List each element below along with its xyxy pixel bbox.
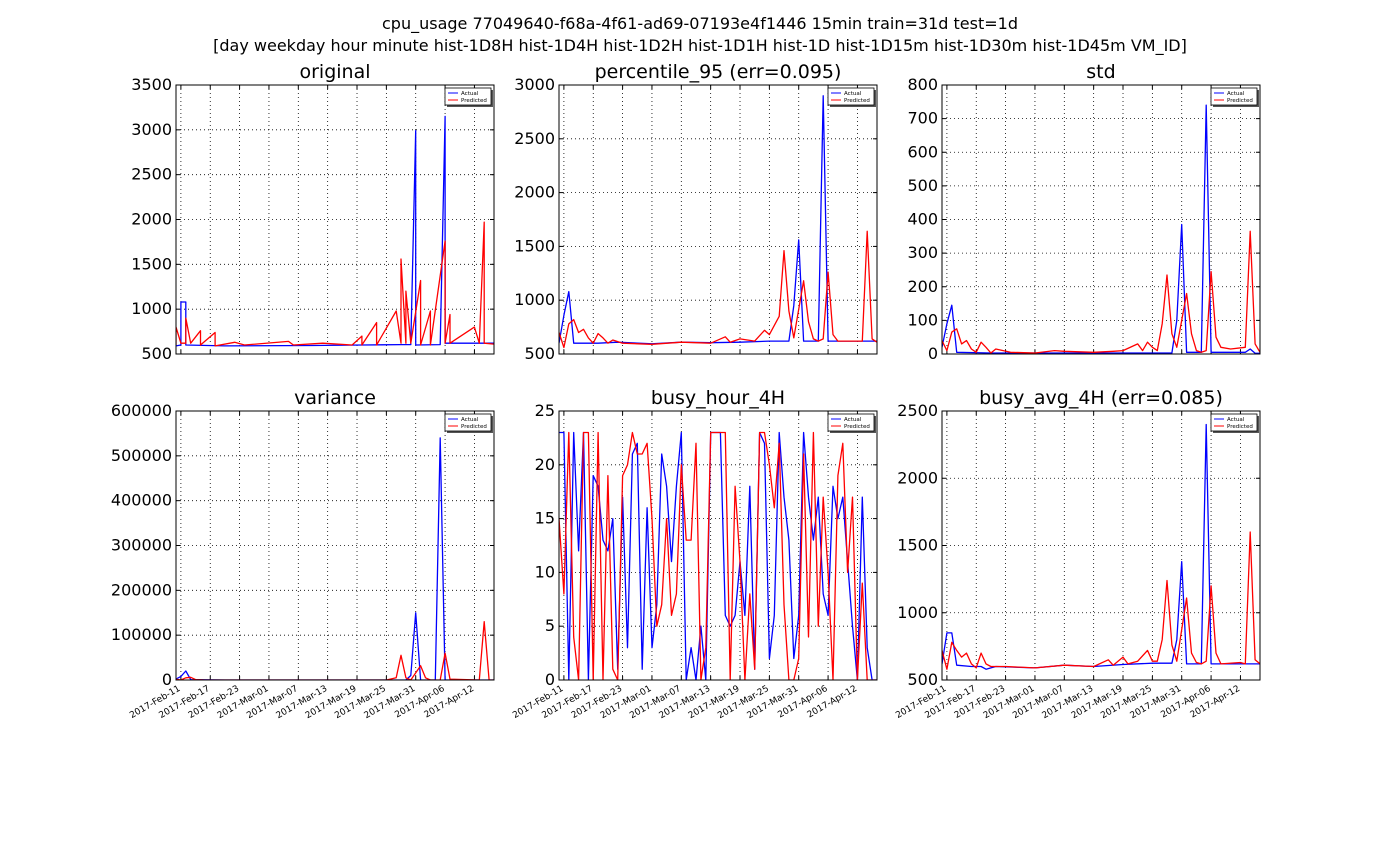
legend-box — [827, 87, 875, 106]
y-tick-label: 100 — [907, 310, 938, 329]
y-tick-label: 500 — [907, 176, 938, 195]
y-tick-label: 2500 — [897, 401, 938, 420]
y-tick-label: 10 — [535, 562, 555, 581]
legend-label: Predicted — [461, 424, 487, 430]
chart-panel: 50010001500200025002017-Feb-112017-Feb-1… — [894, 387, 1261, 721]
chart-panel: 0100000200000300000400000500000600000201… — [111, 387, 495, 721]
chart-title: busy_avg_4H (err=0.085) — [979, 387, 1223, 409]
chart-panel: 500 1000 1500 2000 2500 3000 percentile_95 (er… — [514, 61, 878, 363]
y-tick-label: 500 — [141, 344, 172, 363]
axes-frame — [175, 84, 495, 355]
y-tick-label: 800 — [907, 75, 938, 94]
chart-panel: 500 1000 1500 2000 2500 3000 3500 original Actua… — [131, 61, 495, 363]
chart-panel: 05101520252017-Feb-112017-Feb-172017-Feb… — [511, 387, 878, 721]
y-tick-label: 1000 — [897, 603, 938, 622]
axes-frame — [558, 410, 878, 681]
y-tick-label: 0 — [162, 670, 172, 689]
y-tick-label: 500 — [907, 670, 938, 689]
legend-label: Actual — [844, 91, 862, 97]
legend-label: Actual — [461, 91, 479, 97]
legend-box — [1210, 87, 1258, 106]
series-line-predicted — [176, 221, 494, 347]
plot-area — [176, 411, 494, 680]
legend-box — [444, 87, 492, 106]
series-line-actual — [942, 104, 1260, 354]
legend-label: Actual — [1227, 417, 1245, 423]
series-line-predicted — [942, 230, 1260, 354]
y-tick-label: 5 — [545, 616, 555, 635]
y-tick-label: 400 — [907, 210, 938, 229]
plot-area — [559, 85, 877, 354]
series-line-predicted — [942, 531, 1260, 670]
plot-area — [942, 411, 1260, 680]
legend-label: Actual — [461, 417, 479, 423]
axes-frame — [558, 84, 878, 355]
y-tick-label: 1000 — [131, 299, 172, 318]
legend-label: Predicted — [1227, 424, 1253, 430]
axes-frame — [175, 410, 495, 681]
y-tick-label: 2500 — [514, 129, 555, 148]
y-tick-label: 300000 — [111, 536, 172, 555]
figure-title-line1: cpu_usage 77049640-f68a-4f61-ad69-07193e… — [382, 14, 1018, 33]
plot-area — [942, 85, 1260, 354]
chart-title: busy_hour_4H — [651, 387, 785, 409]
chart-title: percentile_95 (err=0.095) — [595, 61, 842, 83]
series-line-predicted — [559, 431, 877, 680]
legend-label: Actual — [1227, 91, 1245, 97]
y-tick-label: 2000 — [514, 183, 555, 202]
y-tick-label: 500000 — [111, 446, 172, 465]
y-tick-label: 2500 — [131, 165, 172, 184]
y-tick-label: 3000 — [514, 75, 555, 94]
legend-label: Actual — [844, 417, 862, 423]
figure-title-line2: [day weekday hour minute hist-1D8H hist-… — [213, 36, 1187, 55]
y-tick-label: 0 — [928, 344, 938, 363]
legend-box — [827, 413, 875, 432]
y-tick-label: 1500 — [897, 536, 938, 555]
plot-area — [176, 85, 494, 354]
legend-label: Predicted — [461, 98, 487, 104]
legend-label: Predicted — [1227, 98, 1253, 104]
y-tick-label: 200000 — [111, 580, 172, 599]
legend-box — [444, 413, 492, 432]
y-tick-label: 600000 — [111, 401, 172, 420]
y-tick-label: 100000 — [111, 625, 172, 644]
y-tick-label: 3000 — [131, 120, 172, 139]
y-tick-label: 500 — [524, 344, 555, 363]
y-tick-label: 0 — [545, 670, 555, 689]
y-tick-label: 1500 — [131, 254, 172, 273]
y-tick-label: 2000 — [897, 468, 938, 487]
y-tick-label: 300 — [907, 243, 938, 262]
axes-frame — [941, 410, 1261, 681]
y-tick-label: 15 — [535, 509, 555, 528]
y-tick-label: 20 — [535, 455, 555, 474]
chart-title: std — [1086, 61, 1115, 83]
y-tick-label: 1000 — [514, 290, 555, 309]
series-line-predicted — [559, 230, 877, 349]
y-tick-label: 2000 — [131, 210, 172, 229]
legend-label: Predicted — [844, 98, 870, 104]
y-tick-label: 400000 — [111, 491, 172, 510]
y-tick-label: 700 — [907, 109, 938, 128]
chart-title: variance — [294, 387, 376, 409]
chart-panel: 0 100 200 300 400 500 600 700 800 std ActualPredic… — [907, 61, 1261, 363]
series-line-actual — [176, 437, 494, 680]
chart-title: original — [299, 61, 370, 83]
legend-box — [1210, 413, 1258, 432]
y-tick-label: 3500 — [131, 75, 172, 94]
legend-label: Predicted — [844, 424, 870, 430]
y-tick-label: 600 — [907, 142, 938, 161]
y-tick-label: 1500 — [514, 236, 555, 255]
y-tick-label: 200 — [907, 277, 938, 296]
series-line-actual — [176, 115, 494, 347]
y-tick-label: 25 — [535, 401, 555, 420]
axes-frame — [941, 84, 1261, 355]
